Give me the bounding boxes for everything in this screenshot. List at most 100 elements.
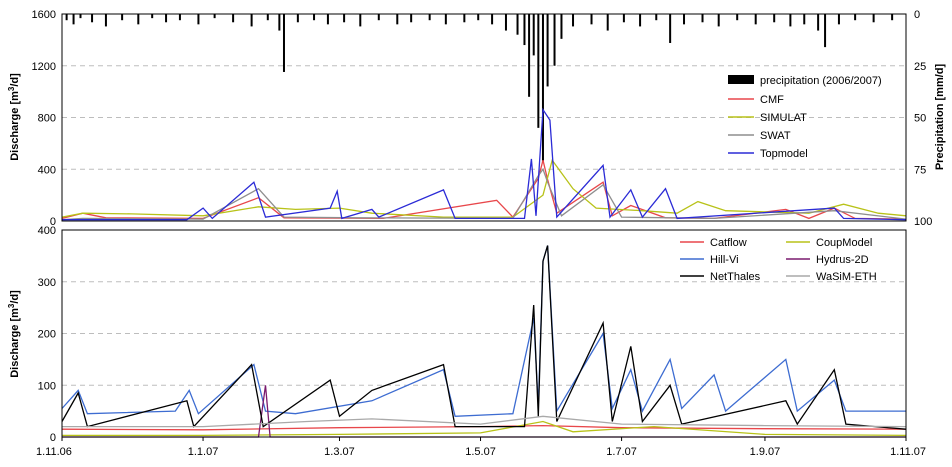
- precipitation-bar: [213, 14, 216, 19]
- top-y-tick-label: 1200: [32, 61, 56, 73]
- precipitation-bar: [717, 14, 720, 27]
- precipitation-bar: [622, 14, 625, 23]
- series-line-wasim-eth: [62, 415, 907, 428]
- precipitation-bar: [410, 14, 413, 23]
- bottom-y-tick-label: 200: [38, 329, 56, 341]
- precipitation-bar: [428, 14, 431, 21]
- precipitation-bar: [736, 14, 739, 21]
- precipitation-bar: [655, 14, 658, 21]
- precipitation-bar: [572, 14, 575, 27]
- precipitation-bar: [546, 14, 549, 87]
- series-line-simulat: [61, 158, 907, 218]
- x-tick-label: 1.11.07: [890, 446, 926, 458]
- precipitation-bar: [516, 14, 519, 35]
- precipitation-bar: [121, 14, 124, 21]
- x-tick-label: 1.1.07: [188, 446, 219, 458]
- top-y2-tick-label: 25: [914, 61, 926, 73]
- precipitation-bar: [590, 14, 593, 25]
- series-line-coupmodel: [62, 420, 907, 437]
- precipitation-bar: [701, 14, 704, 23]
- bottom-y-tick-label: 300: [38, 277, 56, 289]
- top-plot-frame: [61, 13, 907, 222]
- series-line-topmodel: [62, 107, 907, 221]
- precipitation-bar: [266, 14, 269, 21]
- top-gridlines: [62, 65, 906, 170]
- precipitation-bar: [91, 14, 94, 23]
- top-y-axis-title: Discharge [m3/d]: [7, 73, 21, 161]
- precipitation-bar: [532, 14, 535, 56]
- precipitation-bar: [854, 14, 857, 21]
- legend-label-topmodel: Topmodel: [760, 148, 808, 160]
- precipitation-bar: [754, 14, 757, 25]
- precipitation-bar: [72, 14, 75, 25]
- bottom-plot-frame: [61, 229, 907, 438]
- bottom-y-axis-title: Discharge [m3/d]: [7, 290, 21, 378]
- bottom-gridlines: [62, 281, 906, 386]
- precipitation-bar: [553, 14, 556, 66]
- legend-label-cmf: CMF: [760, 94, 784, 106]
- precipitation-bar: [79, 14, 82, 19]
- x-tick-label: 1.7.07: [606, 446, 637, 458]
- precipitation-bar: [837, 14, 840, 25]
- precipitation-bar: [65, 14, 68, 21]
- bottom-y-tick-label: 0: [50, 432, 56, 444]
- precipitation-bar: [313, 14, 316, 21]
- legend-swatch-precipitation: [728, 75, 754, 84]
- precipitation-bar: [872, 14, 875, 23]
- top-y2-tick-labels: 0 25 50 75 100: [914, 9, 932, 228]
- precipitation-bar: [817, 14, 820, 31]
- precipitation-bar: [639, 14, 642, 27]
- legend-label-hydrus-2d: Hydrus-2D: [816, 254, 869, 266]
- precipitation-bar: [178, 14, 181, 21]
- bottom-legend: Catflow CoupModel Hill-Vi Hydrus-2D NetThale…: [680, 237, 877, 283]
- precipitation-bar: [151, 14, 154, 19]
- top-y2-tick-label: 0: [914, 9, 920, 21]
- top-y-tick-label: 400: [38, 164, 56, 176]
- series-line-swat: [61, 167, 907, 221]
- legend-label-precipitation: precipitation (2006/2007): [760, 75, 882, 87]
- top-y2-tick-label: 75: [914, 164, 926, 176]
- precipitation-bar: [669, 14, 672, 43]
- legend-label-swat: SWAT: [760, 130, 791, 142]
- bottom-series-lines: [61, 245, 907, 438]
- precipitation-bar: [296, 14, 299, 23]
- precipitation-bar: [463, 14, 466, 23]
- series-line-hill-vi: [61, 245, 906, 417]
- top-y2-tick-label: 50: [914, 113, 926, 125]
- precipitation-bar: [104, 14, 107, 27]
- legend-label-coupmodel: CoupModel: [816, 237, 872, 249]
- bottom-y-tick-label: 400: [38, 225, 56, 237]
- precipitation-bar: [789, 14, 792, 27]
- precipitation-bar: [197, 14, 200, 25]
- top-y-tick-label: 800: [38, 113, 56, 125]
- precipitation-bar: [165, 14, 168, 23]
- precipitation-bar: [683, 14, 686, 25]
- legend-label-catflow: Catflow: [710, 237, 747, 249]
- precipitation-bar: [537, 14, 540, 128]
- bottom-y-tick-label: 100: [38, 380, 56, 392]
- legend-label-netthales: NetThales: [710, 271, 761, 283]
- precipitation-bar: [606, 14, 609, 31]
- precipitation-bar: [326, 14, 329, 25]
- x-tick-label: 1.11.06: [36, 446, 72, 458]
- precipitation-bar: [377, 14, 380, 21]
- legend-label-hill-vi: Hill-Vi: [710, 254, 739, 266]
- top-y-tick-label: 0: [50, 216, 56, 228]
- bottom-y-tick-labels: 0 100 200 300 400: [38, 225, 56, 444]
- x-tick-label: 1.9.07: [750, 446, 781, 458]
- precipitation-bar: [278, 14, 281, 31]
- top-legend: precipitation (2006/2007) CMF SIMULAT SWAT T…: [728, 75, 882, 160]
- x-tick-label: 1.5.07: [465, 446, 496, 458]
- precipitation-bar: [824, 14, 827, 48]
- precipitation-bars: [65, 14, 894, 164]
- x-tick-label: 1.3.07: [324, 446, 355, 458]
- precipitation-bar: [250, 14, 253, 27]
- top-series-lines: [61, 107, 907, 221]
- top-y2-tick-label: 100: [914, 216, 932, 228]
- precipitation-bar: [528, 14, 531, 97]
- legend-label-wasim-eth: WaSiM-ETH: [816, 271, 877, 283]
- precipitation-bar: [282, 14, 285, 72]
- precipitation-bar: [504, 14, 507, 31]
